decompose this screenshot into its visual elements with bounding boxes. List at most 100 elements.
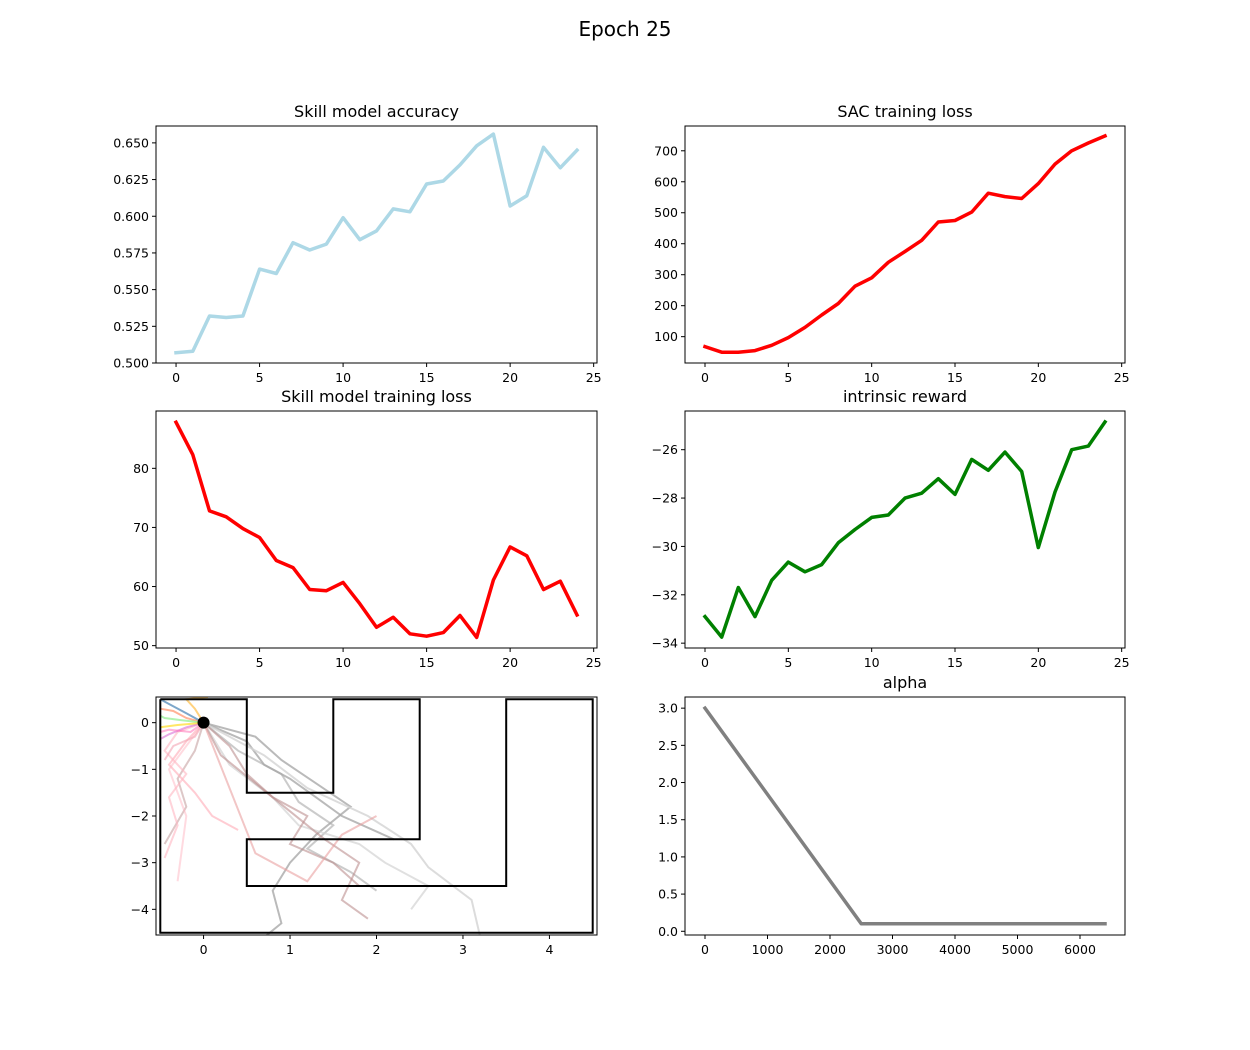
y-tick-label: 100 xyxy=(654,329,678,344)
y-tick-label: 3.0 xyxy=(658,701,678,716)
x-tick-label: 20 xyxy=(502,370,518,385)
series-line xyxy=(702,133,1108,354)
x-tick-label: 15 xyxy=(419,655,435,670)
x-tick-label: 25 xyxy=(586,655,602,670)
axes-frame xyxy=(684,696,1126,936)
y-tick-label: 60 xyxy=(133,579,149,594)
y-tick-label: 2.5 xyxy=(658,738,678,753)
x-tick-label: 2 xyxy=(373,942,381,957)
panel-3: intrinsic reward 0 5 10 15 20 25 −34 −32 −30 −28 −2… xyxy=(652,387,1130,670)
y-tick-label: −28 xyxy=(652,491,678,506)
panel-2: Skill model training loss 0 5 10 15 20 25 50 60 7… xyxy=(133,387,602,670)
axes-frame xyxy=(684,410,1126,649)
plot-area xyxy=(702,705,1107,926)
x-tick-label: 20 xyxy=(1030,655,1046,670)
trajectory-line xyxy=(184,697,209,724)
y-tick-label: −30 xyxy=(652,539,678,554)
y-tick-label: −34 xyxy=(652,636,678,651)
y-tick-label: −26 xyxy=(652,442,678,457)
plot-area xyxy=(702,419,1108,639)
x-tick-label: 10 xyxy=(864,655,880,670)
series-line xyxy=(702,419,1108,639)
y-tick-label: −2 xyxy=(131,809,149,824)
y-tick-label: −4 xyxy=(131,902,149,917)
y-tick-label: 600 xyxy=(654,174,678,189)
x-tick-label: 4 xyxy=(545,942,553,957)
y-tick-label: 1.0 xyxy=(658,849,678,864)
series-line xyxy=(173,419,580,640)
trajectory-line xyxy=(160,721,204,729)
trajectory-line xyxy=(160,721,205,734)
panel-4: 0 1 2 3 4 −4 −3 −2 −1 0 xyxy=(131,696,598,957)
trajectory-line xyxy=(203,721,481,935)
x-tick-label: 0 xyxy=(200,942,208,957)
x-tick-label: 10 xyxy=(335,370,351,385)
trajectory-line xyxy=(159,698,205,724)
y-tick-label: −1 xyxy=(131,762,149,777)
x-tick-label: 6000 xyxy=(1064,942,1096,957)
x-tick-label: 10 xyxy=(335,655,351,670)
y-tick-label: 0.600 xyxy=(113,209,149,224)
x-tick-label: 1 xyxy=(286,942,294,957)
x-tick-label: 15 xyxy=(947,370,963,385)
trajectory-line xyxy=(167,722,205,882)
y-tick-label: 70 xyxy=(133,520,149,535)
plot-area xyxy=(702,133,1108,354)
y-tick-label: 700 xyxy=(654,143,678,158)
panel-title: Skill model training loss xyxy=(281,387,472,406)
x-tick-label: 4000 xyxy=(939,942,971,957)
x-tick-label: 25 xyxy=(1114,370,1130,385)
x-tick-label: 0 xyxy=(701,370,709,385)
x-tick-label: 5000 xyxy=(1002,942,1034,957)
x-tick-label: 25 xyxy=(586,370,602,385)
figure-suptitle: Epoch 25 xyxy=(578,17,671,41)
series-line xyxy=(702,705,1107,926)
y-tick-label: 0.575 xyxy=(113,245,149,260)
trajectory-line xyxy=(167,722,239,831)
panel-title: SAC training loss xyxy=(837,102,972,121)
trajectory-line xyxy=(163,721,204,859)
y-tick-label: 0.525 xyxy=(113,319,149,334)
x-tick-label: 0 xyxy=(172,370,180,385)
x-tick-label: 1000 xyxy=(752,942,784,957)
maze-wall xyxy=(159,698,594,934)
x-tick-label: 5 xyxy=(784,655,792,670)
x-tick-label: 0 xyxy=(172,655,180,670)
axes-frame xyxy=(684,125,1126,364)
y-tick-label: 80 xyxy=(133,461,149,476)
x-tick-label: 5 xyxy=(784,370,792,385)
trajectory-line xyxy=(163,722,205,761)
y-tick-label: 0.500 xyxy=(113,356,149,371)
y-tick-label: 300 xyxy=(654,267,678,282)
x-tick-label: 10 xyxy=(864,370,880,385)
plot-area xyxy=(174,132,580,355)
start-point-marker xyxy=(197,716,210,729)
plot-area xyxy=(159,697,594,935)
y-tick-label: 0.625 xyxy=(113,172,149,187)
x-tick-label: 15 xyxy=(419,370,435,385)
panel-1: SAC training loss 0 5 10 15 20 25 100 200 300 400 5… xyxy=(654,102,1129,385)
y-tick-label: 50 xyxy=(133,638,149,653)
x-tick-label: 0 xyxy=(701,655,709,670)
y-tick-label: 1.5 xyxy=(658,812,678,827)
trajectory-line xyxy=(202,721,378,892)
y-tick-label: −32 xyxy=(652,587,678,602)
y-tick-label: 2.0 xyxy=(658,775,678,790)
trajectory-line xyxy=(202,722,430,910)
y-tick-label: 0.0 xyxy=(658,924,678,939)
trajectory-line xyxy=(202,721,360,887)
x-tick-label: 20 xyxy=(1030,370,1046,385)
panel-title: Skill model accuracy xyxy=(294,102,459,121)
y-tick-label: 200 xyxy=(654,298,678,313)
y-tick-label: 500 xyxy=(654,205,678,220)
x-tick-label: 2000 xyxy=(814,942,846,957)
x-tick-label: 3000 xyxy=(877,942,909,957)
y-tick-label: −3 xyxy=(131,855,149,870)
panel-title: intrinsic reward xyxy=(843,387,967,406)
trajectory-line xyxy=(159,714,204,724)
trajectory-line xyxy=(202,722,377,883)
y-tick-label: 0.5 xyxy=(658,887,678,902)
y-tick-label: 0 xyxy=(141,715,149,730)
panel-title: alpha xyxy=(883,673,927,692)
